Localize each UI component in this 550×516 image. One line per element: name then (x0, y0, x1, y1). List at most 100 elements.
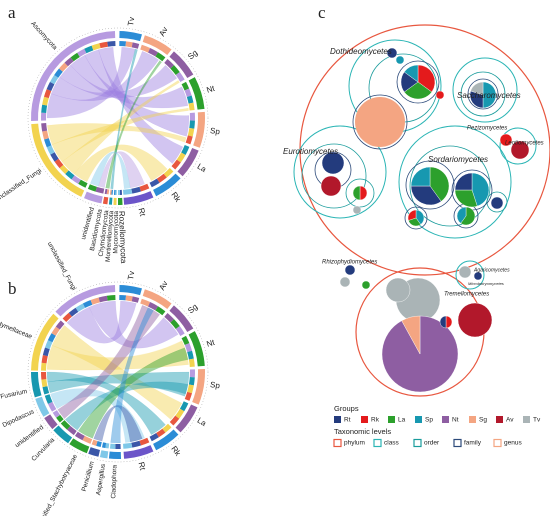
ribbon (98, 47, 184, 164)
pie-slice (439, 315, 447, 329)
ring-segment (187, 384, 194, 394)
ring-segment (181, 335, 190, 346)
sector-label: Tv (126, 16, 136, 26)
class-label: Agaricomycetes (473, 267, 510, 273)
ring-segment (185, 135, 193, 145)
ring-sector (177, 147, 199, 177)
ring-segment (188, 358, 195, 367)
legend-swatch (413, 438, 422, 448)
ring-segment (64, 57, 74, 67)
ring-segment (123, 442, 133, 449)
ring-segment (54, 158, 64, 169)
legend-label: La (398, 417, 406, 424)
ring-segment (51, 326, 60, 336)
ring-segment (131, 296, 140, 303)
ring-sector (55, 285, 116, 317)
ring-segment (41, 104, 48, 113)
axis-ring (27, 27, 209, 209)
pie-slice (410, 166, 431, 187)
ring-segment (115, 443, 121, 449)
ribbon (51, 107, 189, 162)
ring-sector (99, 450, 109, 459)
sector-label: unidentified (14, 424, 45, 449)
ribbon (110, 307, 154, 444)
sector-label: Dipodascus (2, 408, 36, 429)
legend-label: Nt (452, 417, 459, 424)
ring-sector (31, 123, 85, 197)
pie-slice (417, 64, 436, 93)
ring-segment (169, 415, 180, 426)
sector-label: unclassified_Didymellaceae (0, 304, 33, 341)
taxon-circle (467, 78, 499, 110)
pie (499, 133, 513, 147)
sector-label: Rk (169, 444, 183, 458)
ring-segment (148, 48, 159, 57)
ring-segment (46, 81, 55, 92)
ring-segment (44, 394, 53, 404)
ring-sector (118, 197, 123, 205)
legend-swatch (453, 438, 462, 448)
ring-sector (175, 404, 198, 433)
ring-segment (156, 428, 166, 438)
ribbon (70, 55, 189, 109)
taxon-circle (293, 125, 387, 219)
ring-segment (99, 41, 108, 49)
legend-swatch (415, 416, 422, 423)
ring-segment (189, 120, 195, 129)
pie (344, 264, 356, 276)
ring-segment (41, 379, 48, 388)
ring-segment (109, 189, 112, 195)
class-label: Pezizomycetes (467, 126, 507, 132)
taxon-circle (301, 143, 367, 209)
sector-label: Nt (206, 338, 217, 349)
ring-segment (50, 152, 59, 162)
sector-label: Mortierellomycota (105, 210, 116, 262)
ring-segment (164, 313, 175, 323)
ring-sector (108, 197, 113, 205)
ring-segment (82, 300, 93, 308)
ring-segment (101, 442, 107, 448)
ring-segment (175, 408, 185, 419)
class-label: Eurotiomycetes (283, 147, 338, 156)
sector-label: Sp (210, 380, 221, 390)
ring-segment (68, 307, 79, 317)
ring-segment (170, 319, 180, 330)
legend-swatch (388, 416, 395, 423)
ring-segment (149, 178, 160, 188)
ring-segment (175, 72, 185, 82)
ring-segment (91, 43, 101, 51)
pie-slice (460, 206, 476, 226)
pie (321, 151, 345, 175)
ring-sector (169, 305, 194, 332)
pie-slice (401, 315, 421, 355)
class-label: Tremellomycetes (444, 292, 489, 298)
ring-sector (102, 196, 109, 205)
ring-segment (109, 443, 116, 449)
sector-label: Av (157, 25, 169, 37)
legend-swatch (493, 438, 502, 448)
pie (490, 196, 504, 210)
ring-sector (35, 396, 50, 417)
ring-segment (163, 168, 174, 178)
ring-segment (77, 48, 87, 57)
pie-slice (407, 209, 417, 221)
ring-segment (113, 189, 116, 195)
ring-segment (156, 173, 167, 183)
ring-sector (123, 445, 154, 459)
ring-sector (153, 429, 179, 451)
ring-sector (188, 77, 205, 110)
sector-label: Ascomycota (29, 20, 58, 51)
ring-segment (181, 144, 190, 155)
ring-segment (118, 189, 121, 195)
ring-segment (59, 164, 69, 175)
ring-segment (119, 189, 123, 195)
legend-label: Rk (371, 417, 380, 424)
legend-label: Sp (425, 417, 433, 424)
ring-segment (71, 175, 81, 184)
ring-segment (98, 295, 108, 303)
ring-segment (91, 439, 98, 446)
ring-segment (41, 362, 47, 371)
pie (435, 90, 445, 100)
ring-segment (171, 159, 181, 170)
pie-slice (403, 64, 419, 83)
